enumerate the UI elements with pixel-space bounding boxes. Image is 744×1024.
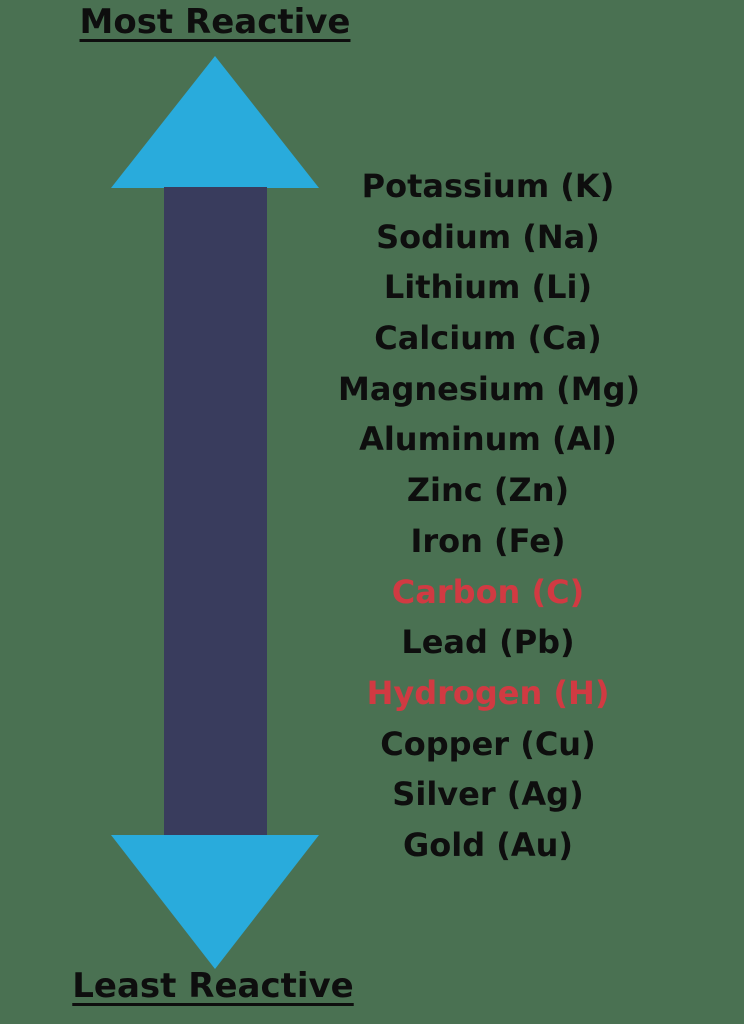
list-item: Carbon (C) [391,572,585,611]
most-reactive-label: Most Reactive [79,2,351,42]
list-item: Lithium (Li) [383,268,593,307]
element-list: Potassium (K) Sodium (Na) Lithium (Li) C… [338,161,641,871]
list-item: Iron (Fe) [410,521,566,560]
list-item: Zinc (Zn) [406,471,570,510]
list-item: Aluminum (Al) [359,420,617,459]
least-reactive-label: Least Reactive [72,966,354,1006]
arrow-shaft [164,187,267,836]
list-item: Potassium (K) [361,167,615,205]
list-item: Sodium (Na) [376,217,600,256]
down-arrowhead-icon [111,835,319,969]
list-item: Silver (Ag) [392,775,584,814]
list-item: Copper (Cu) [380,724,596,763]
list-item: Gold (Au) [402,825,574,864]
list-item: Hydrogen (H) [366,673,610,712]
list-item: Calcium (Ca) [374,319,602,358]
list-item: Lead (Pb) [401,623,575,662]
up-arrowhead-icon [111,56,319,188]
list-item: Magnesium (Mg) [338,369,641,408]
